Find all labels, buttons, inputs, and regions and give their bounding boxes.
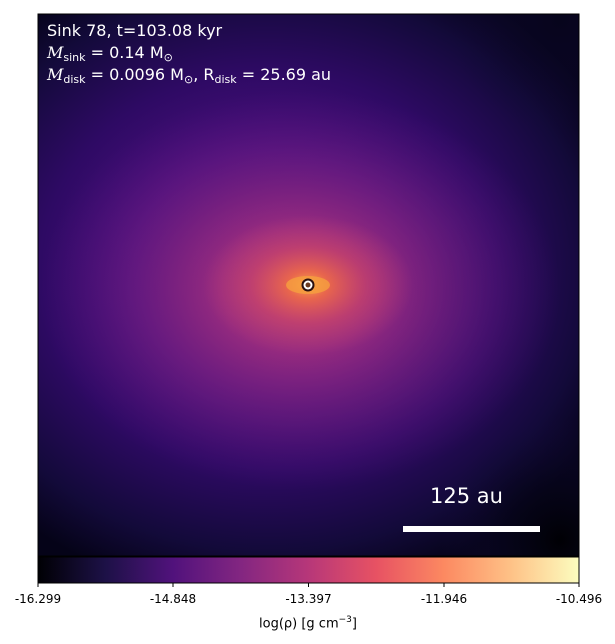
scale-bar — [403, 526, 540, 532]
colorbar — [37, 556, 580, 584]
density-image — [38, 14, 579, 556]
colorbar-ticks — [37, 583, 580, 587]
colorbar-tick-label: -10.496 — [555, 592, 603, 606]
sink-time-label: Sink 78, t=103.08 kyr — [47, 21, 223, 40]
colorbar-tick-label: -14.848 — [149, 592, 197, 606]
image-frame — [37, 13, 580, 557]
colorbar-tick-label: -13.397 — [285, 592, 332, 606]
colorbar-tick-label: -16.299 — [14, 592, 62, 606]
colorbar-label: log(ρ) [g cm−3] — [259, 615, 357, 632]
disk-properties-label: Mdisk = 0.0096 M⊙, Rdisk = 25.69 au — [47, 65, 332, 86]
sink-marker — [301, 278, 315, 292]
colorbar-tick-label: -11.946 — [420, 592, 468, 606]
scale-bar-label: 125 au — [430, 484, 503, 508]
sink-mass-label: Msink = 0.14 M⊙ — [47, 43, 173, 64]
